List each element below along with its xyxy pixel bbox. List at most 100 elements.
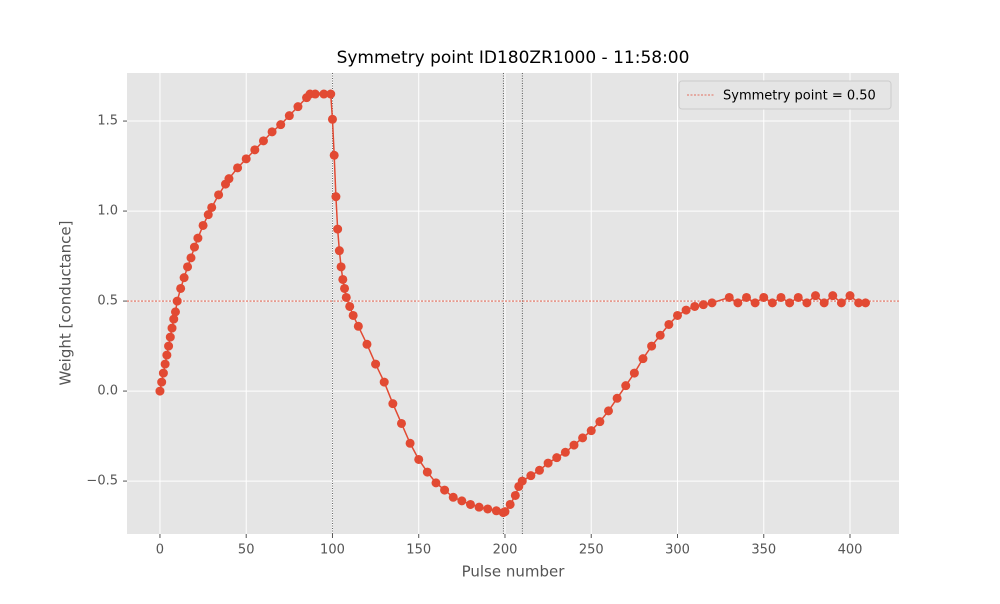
data-point [612,393,622,403]
data-point [186,253,196,263]
data-point [293,102,303,112]
y-tick-label: −0.5 [86,474,118,489]
data-point [664,319,674,329]
legend-box [678,80,892,110]
y-tick-label: 1.0 [97,204,118,219]
data-point [353,321,363,331]
data-point [338,274,348,284]
data-point [345,301,355,311]
plot-area [127,73,899,534]
data-point [767,298,777,308]
data-point [396,418,406,428]
data-point [198,220,208,230]
data-point [160,359,170,369]
data-point [621,381,631,391]
data-point [500,507,510,517]
data-point [158,368,168,378]
data-point [474,502,484,512]
data-point [157,377,167,387]
data-point [162,350,172,360]
data-point [250,145,260,155]
data-point [629,368,639,378]
data-point [193,233,203,243]
data-point [672,310,682,320]
data-point [534,465,544,475]
x-tick-label: 0 [156,543,164,558]
data-point [811,291,821,301]
x-tick-label: 400 [838,543,863,558]
data-point [483,504,493,514]
data-point [348,310,358,320]
data-point [733,298,743,308]
data-point [828,291,838,301]
data-point [388,399,398,409]
data-point [724,292,734,302]
data-point [362,339,372,349]
data-point [785,298,795,308]
data-point [379,377,389,387]
data-point [310,89,320,99]
x-tick-label: 200 [493,543,518,558]
data-point [836,298,846,308]
data-point [465,499,475,509]
data-point [526,471,536,481]
data-point [319,89,329,99]
y-axis-label: Weight [conductance] [57,221,75,386]
data-point [329,150,339,160]
x-tick-label: 350 [751,543,776,558]
data-point [448,492,458,502]
data-point [759,292,769,302]
data-point [655,330,665,340]
data-point [698,300,708,310]
data-point [333,224,343,234]
data-point [431,478,441,488]
data-point [183,262,193,272]
x-tick-label: 300 [665,543,690,558]
x-tick-label: 150 [406,543,431,558]
data-point [776,292,786,302]
y-tick-label: 0.5 [97,294,118,309]
data-point [341,292,351,302]
data-point [491,506,501,516]
data-point [510,490,520,500]
data-point [690,301,700,311]
data-point [284,111,294,121]
data-point [741,292,751,302]
data-point [340,283,350,293]
data-point [276,120,286,130]
data-point [802,298,812,308]
data-point [233,163,243,173]
y-tick-label: 0.0 [97,384,118,399]
data-point [167,323,177,333]
data-point [224,174,234,184]
data-point [414,454,424,464]
data-point [845,291,855,301]
data-point [578,433,588,443]
data-point [176,283,186,293]
data-point [586,426,596,436]
data-point [750,298,760,308]
data-point [169,314,179,324]
x-tick-label: 250 [579,543,604,558]
data-point [371,359,381,369]
data-point [203,210,213,220]
x-tick-label: 100 [320,543,345,558]
data-point [207,202,217,212]
data-point [861,298,871,308]
data-point [543,458,553,468]
data-point [638,354,648,364]
data-point [819,298,829,308]
data-point [334,246,344,256]
data-point [164,341,174,351]
data-point [505,499,515,509]
y-tick-label: 1.5 [97,114,118,129]
data-point [603,406,613,416]
x-axis-label: Pulse number [462,563,566,581]
data-point [405,438,415,448]
data-point [595,417,605,427]
data-point [457,496,467,506]
data-point [172,296,182,306]
data-point [517,476,527,486]
data-point [214,190,224,200]
